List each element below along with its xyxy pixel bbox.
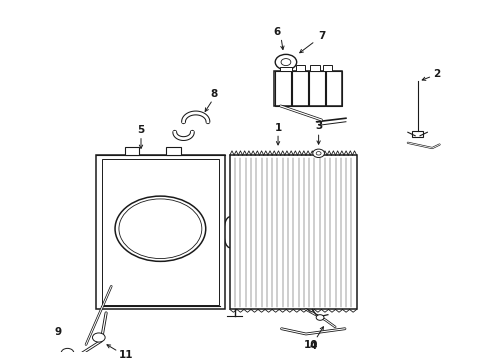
Circle shape (275, 54, 296, 70)
Bar (275, 71, 290, 106)
Circle shape (115, 196, 205, 261)
Bar (309, 71, 325, 106)
Text: 5: 5 (137, 125, 144, 135)
Bar (273, 71, 341, 106)
Bar (322, 64, 331, 71)
Text: 2: 2 (432, 69, 440, 79)
Bar (229, 155, 356, 310)
Text: 7: 7 (317, 31, 325, 41)
Text: 4: 4 (309, 341, 316, 351)
Circle shape (281, 59, 290, 66)
Bar (280, 67, 291, 71)
Circle shape (316, 152, 321, 155)
Bar (326, 71, 341, 106)
Text: 9: 9 (54, 327, 61, 337)
Text: 10: 10 (303, 339, 317, 350)
Bar (165, 147, 180, 155)
Bar (292, 71, 307, 106)
Circle shape (61, 348, 74, 357)
Text: 1: 1 (274, 123, 281, 133)
Bar (96, 155, 224, 310)
Bar (295, 64, 305, 71)
Bar (102, 159, 219, 305)
Text: 3: 3 (314, 121, 322, 131)
Text: 8: 8 (210, 89, 218, 99)
Circle shape (312, 149, 324, 158)
Bar (411, 131, 423, 137)
Bar (310, 64, 320, 71)
Circle shape (316, 315, 324, 320)
Text: 11: 11 (118, 350, 133, 360)
Text: 6: 6 (273, 27, 280, 37)
Circle shape (92, 333, 105, 342)
Bar (124, 147, 139, 155)
